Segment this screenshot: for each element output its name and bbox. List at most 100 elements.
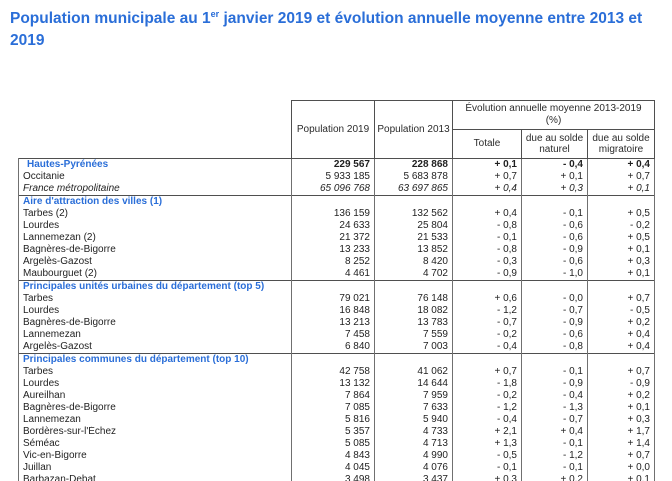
- table-row: Barbazan-Debat 3 498 3 437 + 0,3 + 0,2 + 0,1: [18, 474, 655, 481]
- cell-migratoire: + 1,7: [587, 426, 655, 438]
- cell-pop2013: 4 076: [374, 462, 453, 474]
- table-row: Bagnères-de-Bigorre 13 213 13 783- 0,7- 0,…: [18, 317, 655, 329]
- cell-naturel: [521, 280, 588, 293]
- cell-naturel: - 0,6: [521, 329, 588, 341]
- table-row: Lannemezan (2) 21 372 21 533- 0,1- 0,6 + 0,…: [18, 232, 655, 244]
- column-header-solde-naturel: due au solde naturel: [521, 129, 588, 159]
- cell-migratoire: + 1,4: [587, 438, 655, 450]
- cell-totale: - 0,8: [452, 244, 522, 256]
- row-label: Juillan: [18, 462, 292, 474]
- cell-migratoire: + 0,1: [587, 402, 655, 414]
- cell-pop2013: 7 633: [374, 402, 453, 414]
- cell-naturel: + 0,1: [521, 171, 588, 183]
- cell-migratoire: + 0,4: [587, 158, 655, 171]
- cell-migratoire: + 0,1: [587, 244, 655, 256]
- cell-pop2019: 13 132: [291, 378, 375, 390]
- table-header: Population 2019 Population 2013 Évolutio…: [18, 100, 655, 159]
- corner-cell: [18, 100, 292, 159]
- cell-naturel: + 0,3: [521, 183, 588, 196]
- cell-totale: - 0,9: [452, 268, 522, 281]
- cell-migratoire: - 0,9: [587, 378, 655, 390]
- cell-pop2019: 229 567: [291, 158, 375, 171]
- row-label: Lannemezan: [18, 329, 292, 341]
- cell-pop2013: 18 082: [374, 305, 453, 317]
- cell-totale: - 0,1: [452, 462, 522, 474]
- cell-migratoire: + 0,1: [587, 183, 655, 196]
- cell-pop2019: 5 816: [291, 414, 375, 426]
- cell-totale: - 0,8: [452, 220, 522, 232]
- cell-migratoire: + 0,3: [587, 414, 655, 426]
- row-label: Lourdes: [18, 305, 292, 317]
- row-label: Aureilhan: [18, 390, 292, 402]
- row-label: Lannemezan (2): [18, 232, 292, 244]
- row-label: Bagnères-de-Bigorre: [18, 244, 292, 256]
- table-row: Argelès-Gazost 6 840 7 003- 0,4- 0,8 + 0,4: [18, 341, 655, 354]
- table-row: Lannemezan 7 458 7 559- 0,2- 0,6 + 0,4: [18, 329, 655, 341]
- cell-pop2019: 4 843: [291, 450, 375, 462]
- cell-naturel: - 0,7: [521, 414, 588, 426]
- table-row: Aureilhan 7 864 7 959- 0,2- 0,4 + 0,2: [18, 390, 655, 402]
- cell-migratoire: + 0,7: [587, 450, 655, 462]
- cell-naturel: - 1,3: [521, 402, 588, 414]
- cell-migratoire: [587, 195, 655, 208]
- table-row: Lourdes 16 848 18 082- 1,2- 0,7- 0,5: [18, 305, 655, 317]
- cell-migratoire: - 0,2: [587, 220, 655, 232]
- column-header-solde-migratoire: due au solde migratoire: [587, 129, 655, 159]
- cell-migratoire: + 0,2: [587, 317, 655, 329]
- cell-naturel: [521, 353, 588, 366]
- table-row: Bagnères-de-Bigorre 7 085 7 633- 1,2- 1,3 +…: [18, 402, 655, 414]
- table-row: Argelès-Gazost 8 252 8 420- 0,3- 0,6 + 0,3: [18, 256, 655, 268]
- cell-pop2019: 21 372: [291, 232, 375, 244]
- table-row: Vic-en-Bigorre 4 843 4 990- 0,5- 1,2 + 0,7: [18, 450, 655, 462]
- cell-pop2013: 4 702: [374, 268, 453, 281]
- cell-pop2019: [291, 280, 375, 293]
- table-row: Tarbes (2) 136 159 132 562 + 0,4- 0,1 + 0,5: [18, 208, 655, 220]
- cell-pop2019: 13 213: [291, 317, 375, 329]
- cell-naturel: - 0,0: [521, 293, 588, 305]
- cell-totale: + 0,4: [452, 183, 522, 196]
- cell-pop2019: 8 252: [291, 256, 375, 268]
- column-header-evolution-group: Évolution annuelle moyenne 2013-2019 (%): [452, 100, 655, 130]
- cell-naturel: - 0,8: [521, 341, 588, 354]
- row-label: Barbazan-Debat: [18, 474, 292, 481]
- row-label: Bordères-sur-l'Échez: [18, 426, 292, 438]
- cell-pop2013: 7 559: [374, 329, 453, 341]
- cell-pop2019: 6 840: [291, 341, 375, 354]
- page-title-text: Population municipale au 1: [10, 10, 211, 27]
- section-label: Principales communes du département (top…: [18, 353, 292, 366]
- cell-pop2013: 14 644: [374, 378, 453, 390]
- cell-pop2013: 3 437: [374, 474, 453, 481]
- row-label: France métropolitaine: [18, 183, 292, 196]
- cell-pop2013: 228 868: [374, 158, 453, 171]
- cell-naturel: - 1,0: [521, 268, 588, 281]
- table-row: Hautes-Pyrénées 229 567 228 868 + 0,1- 0,4 +…: [18, 158, 655, 171]
- table-row: France métropolitaine 65 096 768 63 697 86…: [18, 183, 655, 196]
- row-label: Lannemezan: [18, 414, 292, 426]
- cell-migratoire: + 0,7: [587, 366, 655, 378]
- cell-migratoire: + 0,2: [587, 390, 655, 402]
- cell-pop2013: 4 990: [374, 450, 453, 462]
- cell-totale: + 2,1: [452, 426, 522, 438]
- table-row: Bagnères-de-Bigorre 13 233 13 852- 0,8- 0,…: [18, 244, 655, 256]
- cell-pop2019: 7 458: [291, 329, 375, 341]
- cell-totale: - 0,2: [452, 329, 522, 341]
- cell-pop2019: 4 045: [291, 462, 375, 474]
- cell-pop2013: 13 852: [374, 244, 453, 256]
- row-label: Hautes-Pyrénées: [18, 158, 292, 171]
- cell-pop2019: 5 933 185: [291, 171, 375, 183]
- cell-pop2013: [374, 280, 453, 293]
- cell-pop2019: 4 461: [291, 268, 375, 281]
- row-label: Bagnères-de-Bigorre: [18, 402, 292, 414]
- cell-pop2019: [291, 353, 375, 366]
- row-label: Tarbes (2): [18, 208, 292, 220]
- cell-totale: - 0,4: [452, 341, 522, 354]
- cell-naturel: [521, 195, 588, 208]
- cell-totale: - 1,2: [452, 402, 522, 414]
- cell-pop2013: 21 533: [374, 232, 453, 244]
- page-title-superscript: er: [210, 8, 220, 19]
- cell-pop2013: 8 420: [374, 256, 453, 268]
- row-label: Tarbes: [18, 293, 292, 305]
- cell-totale: [452, 353, 522, 366]
- cell-naturel: + 0,4: [521, 426, 588, 438]
- cell-naturel: - 0,4: [521, 158, 588, 171]
